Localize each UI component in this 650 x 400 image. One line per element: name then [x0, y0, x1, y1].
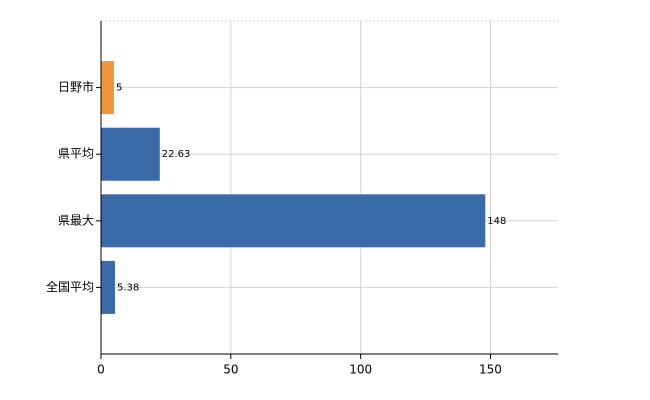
data-label: 148 [487, 216, 506, 227]
x-tick-label: 100 [349, 363, 372, 377]
x-tick-label: 50 [223, 363, 238, 377]
data-label: 5.38 [117, 282, 139, 293]
y-tick-label: 県最大 [58, 213, 94, 227]
y-tick-label: 全国平均 [46, 279, 94, 294]
y-tick-label: 県平均 [58, 147, 94, 161]
bar [101, 61, 114, 115]
bar [101, 127, 160, 181]
bar [101, 260, 115, 314]
y-tick-label: 日野市 [58, 79, 94, 94]
data-label: 22.63 [162, 149, 191, 160]
bar [101, 194, 486, 248]
data-label: 5 [116, 83, 122, 94]
x-tick-label: 150 [479, 363, 502, 377]
x-tick-label: 0 [97, 363, 105, 377]
